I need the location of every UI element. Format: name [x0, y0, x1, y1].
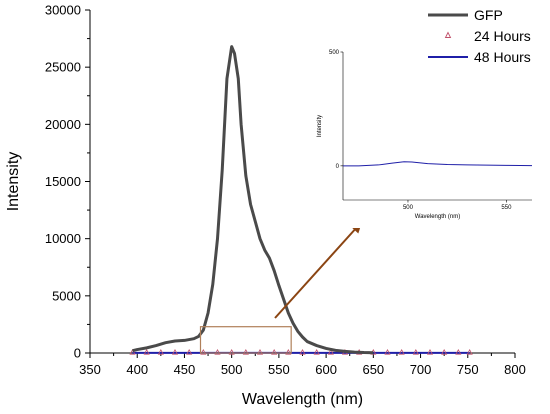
series-24-hours-point [271, 348, 278, 355]
x-tick-label: 500 [221, 362, 243, 377]
series-24-hours-point [313, 348, 320, 355]
series-24-hours-point [129, 348, 136, 355]
inset-series-48-hours-line [343, 161, 533, 167]
main-plot: 350 400 450 500 550 600 650 700 750 800 050001000… [5, 3, 526, 409]
x-tick-label: 750 [457, 362, 479, 377]
inset-x-axis-title: Wavelength (nm) [415, 214, 460, 220]
zoom-arrow-line [274, 225, 359, 319]
legend-label-gfp: GFP [474, 7, 503, 23]
series-24-hours-point [171, 348, 179, 355]
legend-label-24-hours: 24 Hours [474, 28, 531, 44]
inset-y-tick-label: 500 [329, 50, 340, 56]
x-tick-label: 350 [79, 362, 101, 377]
series-24-hours-point [384, 348, 391, 355]
inset-plot: 500 550 0 500 Wavelength (nm) Intensity [313, 46, 536, 228]
x-tick-label: 650 [362, 362, 384, 377]
series-layer [129, 45, 473, 355]
series-24-hours-point [200, 348, 207, 355]
series-24-hours-point [143, 348, 150, 355]
series-24-hours-point [242, 348, 249, 355]
inset-background [313, 46, 536, 228]
x-tick-label: 800 [504, 362, 526, 377]
series-24-hours-point [214, 348, 221, 355]
x-tick-label: 450 [174, 362, 196, 377]
y-tick-label: 25000 [45, 60, 81, 75]
series-24-hours-point [157, 348, 164, 355]
series-24-hours-point [441, 348, 448, 355]
zoom-arrow [274, 222, 362, 319]
series-24-hours-point [466, 348, 473, 355]
series-24-hours-point [299, 348, 306, 355]
x-axis-title: Wavelength (nm) [242, 391, 363, 408]
zoom-box [199, 326, 292, 354]
series-24-hours-point [285, 348, 292, 355]
series-24-hours-point [426, 348, 434, 355]
series-24-hours-point [256, 348, 264, 355]
inset-y-ticks: 0 500 [329, 50, 343, 170]
legend: GFP 24 Hours 48 Hours [428, 7, 531, 65]
y-tick-label: 10000 [45, 231, 81, 246]
x-tick-label: 550 [268, 362, 290, 377]
x-tick-label: 600 [315, 362, 337, 377]
series-24-hours-point [186, 348, 193, 355]
inset-y-axis-title: Intensity [317, 115, 323, 137]
series-24-hours-point [228, 348, 235, 355]
inset-y-tick-label: 0 [336, 164, 340, 170]
legend-label-48-hours: 48 Hours [474, 49, 531, 65]
x-tick-label: 700 [410, 362, 432, 377]
inset-series-layer [343, 161, 533, 167]
inset-x-ticks: 500 550 [403, 200, 512, 211]
y-tick-label: 20000 [45, 117, 81, 132]
series-24-hours-point [412, 348, 419, 355]
series-24-hours-point [398, 348, 405, 355]
y-tick-label: 5000 [52, 288, 81, 303]
series-24-hours-point [327, 348, 334, 355]
y-axis-title: Intensity [5, 152, 22, 212]
x-ticks: 350 400 450 500 550 600 650 700 750 800 [79, 353, 526, 377]
series-gfp-line [132, 45, 374, 355]
inset-x-tick-label: 500 [403, 205, 414, 211]
y-ticks: 0 5000 10000 15000 20000 25000 30000 [45, 3, 90, 361]
inset-x-tick-label: 550 [501, 205, 512, 211]
legend-swatch-24-hours [444, 31, 452, 38]
x-tick-label: 400 [126, 362, 148, 377]
y-tick-label: 30000 [45, 3, 81, 18]
y-tick-label: 15000 [45, 174, 81, 189]
y-tick-label: 0 [74, 346, 81, 361]
series-24-hours-point [455, 348, 462, 355]
